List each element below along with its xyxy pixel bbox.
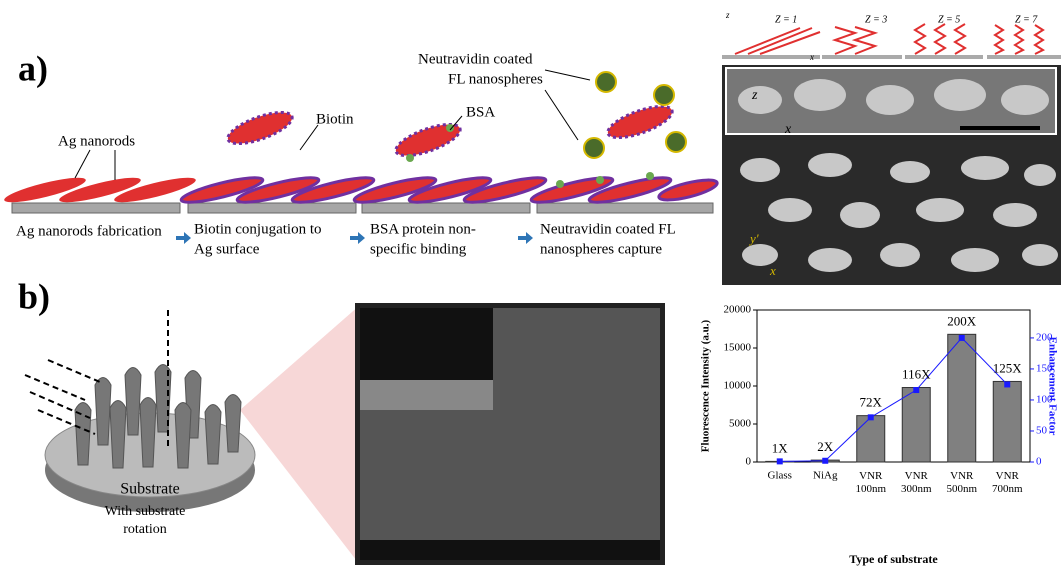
- value-label: 125X: [993, 360, 1023, 375]
- sem-image: [355, 303, 665, 565]
- y2-tick-label: 50: [1036, 425, 1048, 437]
- bar: [857, 416, 885, 462]
- axis-letter: y': [748, 231, 759, 246]
- bar: [948, 334, 976, 462]
- z-label: Z = 3: [865, 14, 887, 25]
- y2-tick-label: 0: [1036, 456, 1042, 468]
- x-axis-label: Type of substrate: [849, 552, 938, 566]
- plot-frame: [757, 310, 1030, 462]
- schematic: [3, 70, 719, 244]
- annotation: Ag nanorods: [58, 133, 135, 149]
- bar: [993, 381, 1021, 462]
- step-caption: Ag surface: [194, 241, 260, 257]
- value-label: 2X: [817, 439, 834, 454]
- value-label: 72X: [860, 395, 883, 410]
- figure: a) Ag nanorods Biotin B: [0, 0, 1061, 568]
- step-caption: nanospheres capture: [540, 241, 662, 257]
- x-tick-label: Glass: [768, 470, 792, 482]
- caption: rotation: [123, 522, 167, 537]
- value-label: 1X: [772, 440, 789, 455]
- point: [959, 335, 965, 341]
- axis-letter: x: [809, 52, 814, 62]
- substrate-label: Substrate: [120, 481, 180, 498]
- point: [868, 414, 874, 420]
- sem-image: [722, 65, 1061, 285]
- z-label: Z = 1: [775, 14, 797, 25]
- panel-label: b): [18, 276, 50, 316]
- y-tick-label: 15000: [724, 342, 752, 354]
- annotation: BSA: [466, 104, 495, 120]
- y-tick-label: 20000: [724, 304, 752, 316]
- value-label: 116X: [902, 367, 931, 382]
- caption: With substrate: [105, 504, 186, 519]
- y-tick-label: 0: [746, 456, 752, 468]
- step-caption: Ag nanorods fabrication: [16, 223, 162, 239]
- axis-letter: x: [769, 263, 776, 278]
- point: [822, 458, 828, 464]
- point: [777, 458, 783, 464]
- y-tick-label: 5000: [729, 418, 752, 430]
- axis-letter: x: [784, 122, 792, 137]
- annotation: Neutravidin coated: [418, 51, 533, 67]
- panel-label: a): [18, 48, 48, 88]
- step-caption: Biotin conjugation to: [194, 221, 322, 237]
- annotation: Biotin: [316, 111, 354, 127]
- step-caption: BSA protein non-: [370, 221, 476, 237]
- axis-letter: z: [725, 10, 730, 20]
- y2-axis-label: Enhancement Factor: [1046, 337, 1058, 436]
- step-caption: Neutravidin coated FL: [540, 221, 676, 237]
- bar: [902, 388, 930, 462]
- zigzag-panel: [722, 24, 1061, 59]
- point: [913, 387, 919, 393]
- nanorod-drawing: [25, 305, 360, 565]
- x-tick-label: NiAg: [813, 470, 838, 482]
- y-axis-label: Fluorescence Intensity (a.u.): [700, 319, 712, 452]
- value-label: 200X: [947, 313, 977, 328]
- z-label: Z = 5: [938, 14, 960, 25]
- y-tick-label: 10000: [724, 380, 752, 392]
- step-caption: specific binding: [370, 241, 467, 257]
- z-label: Z = 7: [1015, 14, 1038, 25]
- point: [1004, 381, 1010, 387]
- axis-letter: z: [751, 88, 758, 103]
- annotation: FL nanospheres: [448, 71, 543, 87]
